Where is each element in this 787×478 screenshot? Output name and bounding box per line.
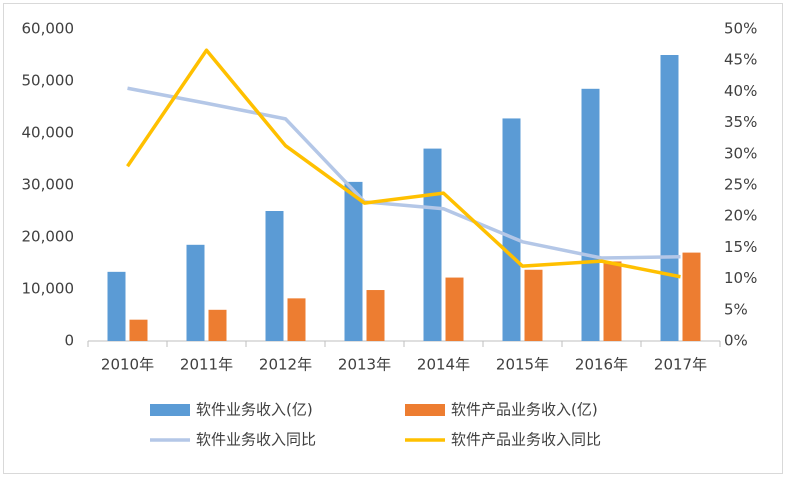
y-tick-label: 40,000	[22, 124, 75, 142]
chart-frame	[3, 3, 783, 474]
x-tick-label: 2011年	[180, 356, 233, 374]
y-tick-label: 30,000	[22, 176, 75, 194]
legend-swatch	[150, 404, 190, 416]
y2-tick-label: 50%	[724, 20, 757, 38]
bar	[265, 211, 284, 341]
y-tick-label: 20,000	[22, 228, 75, 246]
line-series	[127, 86, 681, 260]
y2-tick-label: 15%	[724, 238, 757, 256]
y2-tick-label: 30%	[724, 144, 757, 162]
y2-tick-label: 0%	[724, 332, 748, 350]
bar	[581, 88, 600, 341]
y2-tick-label: 35%	[724, 113, 757, 131]
x-tick-label: 2015年	[496, 356, 549, 374]
y2-tick-label: 45%	[724, 51, 757, 69]
x-tick-label: 2014年	[417, 356, 470, 374]
x-tick-label: 2012年	[259, 356, 312, 374]
bar	[287, 298, 306, 341]
bar	[208, 309, 227, 341]
legend-swatch	[405, 404, 445, 416]
y2-tick-label: 40%	[724, 82, 757, 100]
bar	[366, 290, 385, 341]
y2-tick-label: 5%	[724, 300, 748, 318]
y-tick-label: 60,000	[22, 20, 75, 38]
y2-tick-label: 25%	[724, 176, 757, 194]
bar	[186, 244, 205, 341]
bar	[107, 271, 126, 341]
x-tick-label: 2010年	[101, 356, 154, 374]
x-tick-label: 2016年	[575, 356, 628, 374]
bar	[423, 148, 442, 341]
bar	[502, 118, 521, 341]
bar	[682, 252, 701, 341]
y2-tick-label: 10%	[724, 269, 757, 287]
y2-tick-label: 20%	[724, 207, 757, 225]
x-tick-label: 2017年	[654, 356, 707, 374]
legend-label: 软件业务收入(亿)	[196, 401, 313, 419]
legend-label: 软件产品业务收入(亿)	[451, 401, 598, 419]
bar	[129, 319, 148, 341]
x-tick-label: 2013年	[338, 356, 391, 374]
bar	[524, 269, 543, 341]
bar	[344, 181, 363, 341]
legend-label: 软件业务收入同比	[196, 431, 316, 449]
y-tick-label: 10,000	[22, 280, 75, 298]
bar	[603, 261, 622, 341]
legend-label: 软件产品业务收入同比	[451, 431, 601, 449]
y-tick-label: 0	[64, 332, 74, 350]
bar	[445, 277, 464, 341]
line-series	[126, 48, 681, 279]
bar	[660, 55, 679, 341]
y-tick-label: 50,000	[22, 72, 75, 90]
